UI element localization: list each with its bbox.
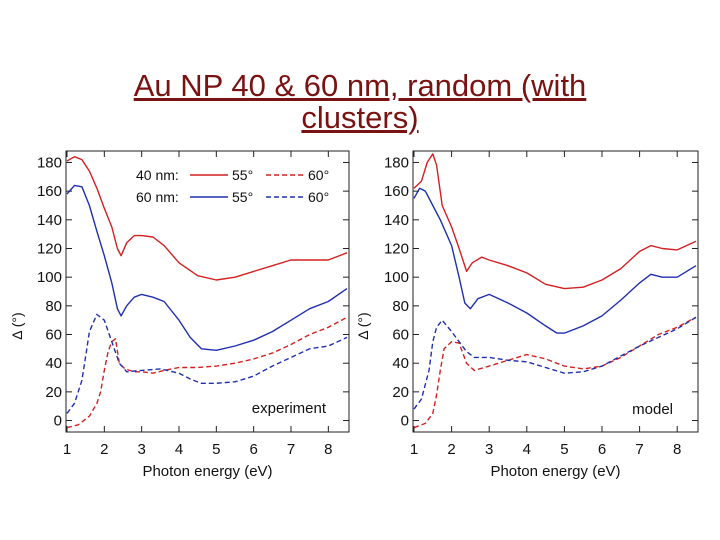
- slide-title-line2: clusters): [301, 100, 419, 135]
- y-tick-label: 60: [45, 327, 62, 344]
- legend-angle-55: 55°: [232, 189, 253, 205]
- y-tick-label: 160: [37, 183, 62, 200]
- plot-frame: [412, 150, 699, 433]
- y-tick-label: 20: [45, 384, 62, 401]
- series-line-blue-dashed: [413, 316, 697, 410]
- x-tick-label: 2: [447, 441, 455, 458]
- y-tick-label: 0: [54, 413, 62, 430]
- series-line-red-solid: [413, 153, 697, 290]
- y-tick-label: 40: [45, 355, 62, 372]
- y-axis-label: Δ (°): [9, 312, 25, 339]
- y-tick-label: 180: [384, 154, 409, 171]
- x-tick-label: 8: [324, 441, 332, 458]
- y-tick-label: 100: [384, 269, 409, 286]
- y-axis-label: Δ (°): [355, 312, 371, 339]
- x-tick-label: 6: [598, 441, 606, 458]
- legend-angle-60: 60°: [308, 167, 329, 183]
- series-line-red-solid: [66, 156, 348, 281]
- x-tick-label: 5: [212, 441, 220, 458]
- x-tick-label: 3: [485, 441, 493, 458]
- y-tick-label: 140: [37, 212, 62, 229]
- slide-title-line1: Au NP 40 & 60 nm, random (with: [133, 68, 587, 103]
- y-tick-label: 120: [384, 240, 409, 257]
- y-tick-label: 100: [37, 269, 62, 286]
- x-tick-label: 4: [175, 441, 183, 458]
- legend-row-label: 40 nm:: [136, 167, 179, 183]
- series-line-blue-dashed: [66, 313, 348, 414]
- series-line-blue-solid: [66, 184, 348, 351]
- legend-angle-60: 60°: [308, 189, 329, 205]
- y-tick-label: 160: [384, 183, 409, 200]
- y-tick-label: 180: [37, 154, 62, 171]
- x-tick-label: 7: [635, 441, 643, 458]
- x-axis-label: Photon energy (eV): [490, 463, 620, 480]
- x-tick-label: 4: [523, 441, 531, 458]
- series-line-blue-solid: [413, 187, 697, 334]
- y-tick-label: 60: [392, 327, 409, 344]
- series-line-red-dashed: [66, 316, 348, 429]
- y-tick-label: 0: [401, 413, 409, 430]
- x-tick-label: 8: [673, 441, 681, 458]
- x-tick-label: 2: [100, 441, 108, 458]
- x-tick-label: 5: [560, 441, 568, 458]
- y-tick-label: 40: [392, 355, 409, 372]
- panel-annotation: model: [632, 401, 673, 418]
- slide-title: Au NP 40 & 60 nm, random (with clusters): [0, 70, 720, 134]
- y-tick-label: 80: [45, 298, 62, 315]
- x-tick-label: 1: [63, 441, 71, 458]
- x-tick-label: 1: [410, 441, 418, 458]
- x-tick-label: 6: [249, 441, 257, 458]
- y-tick-label: 140: [384, 212, 409, 229]
- x-tick-label: 7: [287, 441, 295, 458]
- panel-annotation: experiment: [252, 400, 327, 417]
- y-tick-label: 120: [37, 240, 62, 257]
- x-axis-label: Photon energy (eV): [142, 463, 272, 480]
- legend-row-label: 60 nm:: [136, 189, 179, 205]
- plot-frame: [65, 150, 350, 433]
- y-tick-label: 80: [392, 298, 409, 315]
- legend-angle-55: 55°: [232, 167, 253, 183]
- x-tick-label: 3: [137, 441, 145, 458]
- y-tick-label: 20: [392, 384, 409, 401]
